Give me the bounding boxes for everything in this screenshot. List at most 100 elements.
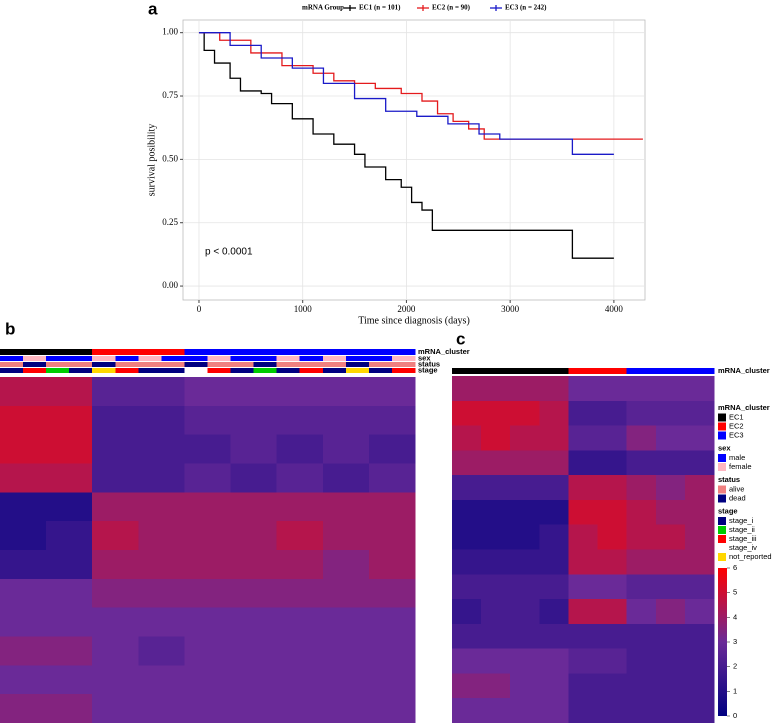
legend-swatch	[718, 494, 726, 503]
legend-label: alive	[729, 484, 744, 493]
heatmap-cell	[276, 492, 324, 522]
heatmap-cell	[510, 425, 540, 451]
heatmap-cell	[230, 636, 278, 666]
heatmap-cell	[452, 524, 482, 550]
heatmap-cell	[46, 607, 93, 637]
heatmap-cell	[46, 578, 93, 609]
heatmap-cell	[138, 665, 185, 695]
heatmap-cell	[46, 694, 93, 723]
heatmap-cell	[655, 623, 686, 650]
heatmap-cell	[322, 377, 370, 407]
heatmap-cell	[597, 400, 628, 427]
colorbar-label: 3	[733, 637, 737, 646]
annotation-cell	[322, 368, 347, 373]
survival-curve	[198, 32, 614, 155]
colorbar-label: 2	[733, 662, 737, 671]
y-tick-label: 0.00	[162, 280, 178, 290]
heatmap-cell	[568, 450, 599, 476]
heatmap-cell	[92, 521, 139, 551]
panel-label: a	[148, 0, 158, 18]
annotation-cell	[69, 362, 93, 367]
heatmap-cell	[655, 425, 686, 451]
annotation-cell	[368, 349, 416, 355]
heatmap-cell	[597, 376, 628, 402]
heatmap-cell	[276, 405, 324, 436]
heatmap-cell	[568, 549, 599, 575]
annotation-cell	[391, 356, 416, 361]
heatmap-cell	[626, 623, 657, 650]
annotation-cell	[138, 368, 162, 373]
heatmap-cell	[568, 599, 599, 625]
annotation-cell	[184, 368, 208, 373]
heatmap-cell	[138, 463, 185, 493]
heatmap-cell	[568, 475, 599, 501]
heatmap-cell	[368, 521, 416, 551]
annotation-cell	[184, 349, 232, 355]
legend-label: EC1	[729, 412, 744, 421]
annotation-cell	[138, 349, 185, 355]
heatmap-cell	[184, 492, 232, 522]
heatmap-cell	[626, 376, 657, 402]
heatmap-cell	[684, 623, 715, 650]
y-tick-label: 0.75	[162, 90, 178, 100]
annotation-cell	[299, 368, 324, 373]
heatmap-cell	[452, 450, 482, 476]
heatmap-cell	[626, 425, 657, 451]
heatmap-cell	[230, 377, 278, 407]
annotation: p < 0.0001	[205, 247, 253, 258]
annotation-cell	[276, 356, 301, 361]
heatmap-cell	[368, 434, 416, 464]
heatmap-cell	[452, 599, 482, 625]
heatmap-cell	[92, 665, 139, 695]
heatmap-cell	[655, 400, 686, 427]
heatmap-cell	[46, 636, 93, 666]
heatmap-cell	[655, 648, 686, 674]
heatmap-cell	[568, 425, 599, 451]
heatmap-cell	[510, 623, 540, 650]
y-axis-label: survival posibility	[146, 124, 157, 197]
colorbar-label: 5	[733, 588, 737, 597]
legend-swatch	[718, 526, 726, 534]
legend-label: female	[729, 462, 752, 471]
heatmap-cell	[568, 673, 599, 699]
legend-label: not_reported	[729, 552, 772, 561]
annotation-cell	[568, 368, 599, 374]
heatmap-cell	[568, 524, 599, 550]
heatmap-cell	[481, 623, 511, 650]
heatmap-cell	[655, 450, 686, 476]
annotation-cell	[92, 349, 139, 355]
heatmap-cell	[368, 636, 416, 666]
annotation-cell	[345, 356, 370, 361]
annotation-cell	[207, 362, 232, 367]
legend-swatch	[718, 517, 726, 525]
heatmap-cell	[510, 376, 540, 402]
heatmap-cell	[276, 694, 324, 723]
heatmap-cell	[46, 377, 93, 407]
annotation-cell	[23, 356, 47, 361]
heatmap-cell	[597, 673, 628, 699]
heatmap-cell	[481, 499, 511, 526]
annotation-cell	[69, 356, 93, 361]
heatmap-cell	[510, 673, 540, 699]
legend-title: stage	[718, 506, 738, 515]
annotation-cell	[276, 349, 324, 355]
heatmap-cell	[452, 425, 482, 451]
legend-label: EC2	[729, 421, 744, 430]
x-tick-label: 2000	[397, 304, 416, 314]
annotation-cell	[0, 356, 24, 361]
heatmap-cell	[322, 636, 370, 666]
y-tick-label: 0.25	[162, 217, 178, 227]
heatmap-cell	[539, 599, 569, 625]
annotation-cell	[510, 368, 540, 374]
heatmap-cell	[230, 521, 278, 551]
heatmap-cell	[481, 425, 511, 451]
heatmap-cell	[184, 463, 232, 493]
heatmap-cell	[510, 499, 540, 526]
heatmap-cell	[92, 463, 139, 493]
heatmap-cell	[452, 475, 482, 501]
annotation-cell	[597, 368, 628, 374]
track-label: mRNA_cluster	[718, 366, 770, 375]
annotation-cell	[115, 368, 139, 373]
annotation-cell	[115, 356, 139, 361]
annotation-cell	[184, 356, 208, 361]
